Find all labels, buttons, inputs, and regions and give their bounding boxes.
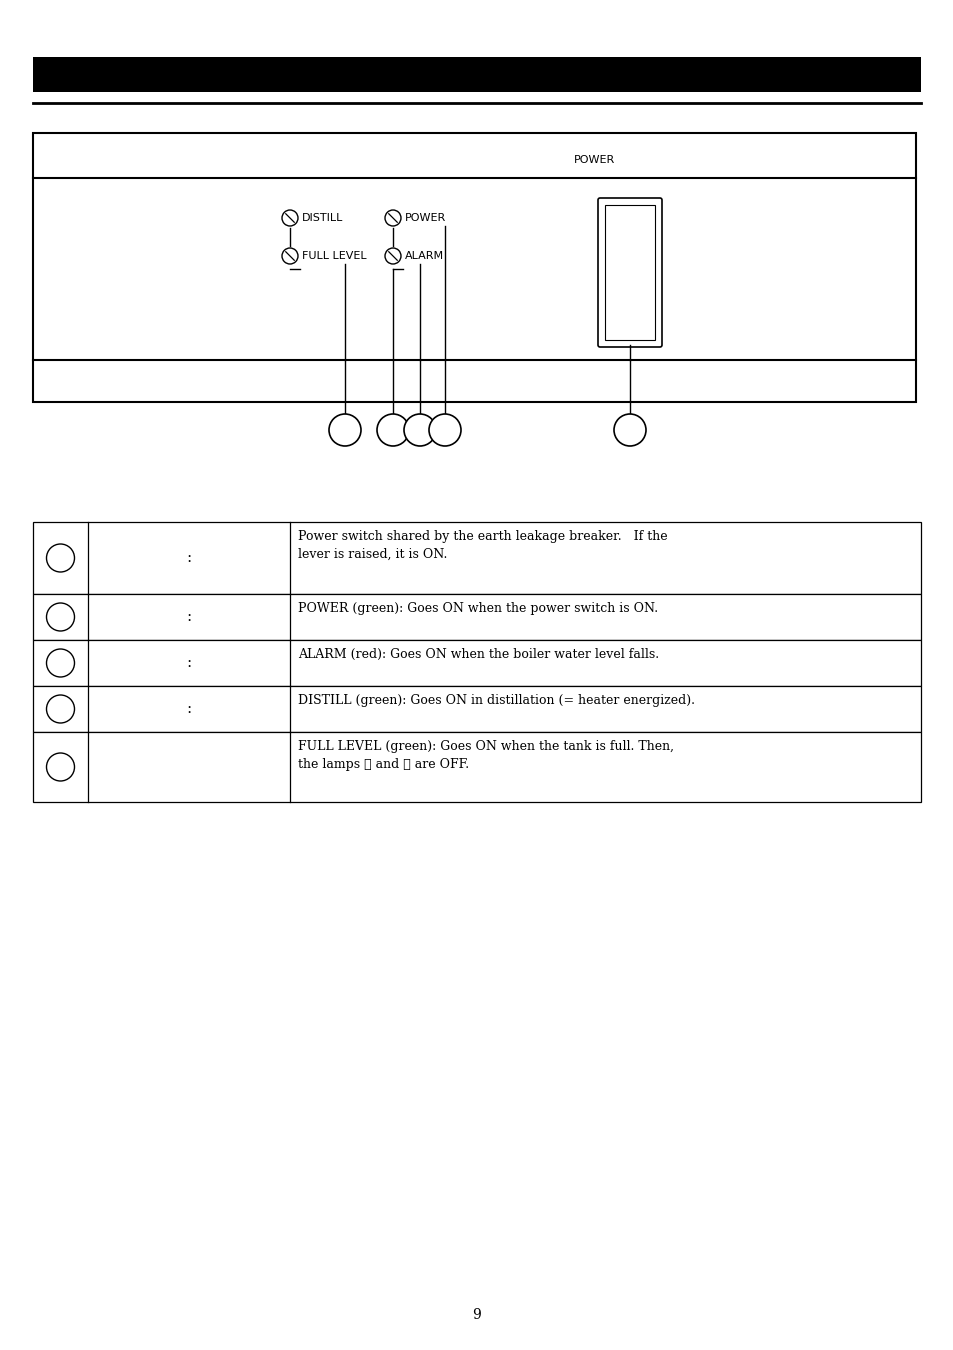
Text: 3: 3 <box>56 656 65 670</box>
Circle shape <box>614 414 645 446</box>
Circle shape <box>282 211 297 225</box>
Bar <box>33 57 920 92</box>
Text: FULL LEVEL (green): Goes ON when the tank is full. Then,
the lamps ③ and ④ are O: FULL LEVEL (green): Goes ON when the tan… <box>297 740 673 771</box>
Text: DISTILL (green): Goes ON in distillation (= heater energized).: DISTILL (green): Goes ON in distillation… <box>297 694 695 707</box>
Text: 5: 5 <box>340 423 349 437</box>
Text: ALARM (red): Goes ON when the boiler water level falls.: ALARM (red): Goes ON when the boiler wat… <box>297 648 659 662</box>
Text: 2: 2 <box>56 610 65 624</box>
Circle shape <box>329 414 360 446</box>
Circle shape <box>47 544 74 572</box>
Text: 5: 5 <box>56 760 65 774</box>
Circle shape <box>403 414 436 446</box>
Circle shape <box>385 211 400 225</box>
Circle shape <box>47 649 74 676</box>
Bar <box>604 205 655 340</box>
Text: 3: 3 <box>416 423 424 437</box>
Text: :: : <box>186 610 192 624</box>
Circle shape <box>282 248 297 265</box>
Text: 2: 2 <box>440 423 449 437</box>
Text: ALARM: ALARM <box>405 251 444 261</box>
Bar <box>33 522 920 594</box>
Text: :: : <box>186 551 192 566</box>
Text: 4: 4 <box>56 702 65 716</box>
Text: Description and function of each part, Control panel: Description and function of each part, C… <box>277 68 676 82</box>
Text: :: : <box>186 702 192 716</box>
Text: :: : <box>186 656 192 670</box>
Circle shape <box>376 414 409 446</box>
Text: 1: 1 <box>56 551 65 566</box>
Text: DISTILL: DISTILL <box>302 213 343 223</box>
Text: FULL LEVEL: FULL LEVEL <box>302 251 366 261</box>
Text: 9: 9 <box>472 1308 481 1322</box>
Circle shape <box>47 603 74 630</box>
Bar <box>33 134 915 402</box>
Circle shape <box>385 248 400 265</box>
Text: Power switch shared by the earth leakage breaker.   If the
lever is raised, it i: Power switch shared by the earth leakage… <box>297 531 667 562</box>
Circle shape <box>47 753 74 782</box>
Text: POWER: POWER <box>574 155 615 165</box>
Text: POWER (green): Goes ON when the power switch is ON.: POWER (green): Goes ON when the power sw… <box>297 602 658 616</box>
Circle shape <box>429 414 460 446</box>
FancyBboxPatch shape <box>598 198 661 347</box>
Text: POWER: POWER <box>405 213 446 223</box>
Bar <box>33 732 920 802</box>
Text: 1: 1 <box>625 423 634 437</box>
Bar <box>33 686 920 732</box>
Circle shape <box>47 695 74 724</box>
Bar <box>33 640 920 686</box>
Text: 4: 4 <box>388 423 397 437</box>
Bar <box>33 594 920 640</box>
